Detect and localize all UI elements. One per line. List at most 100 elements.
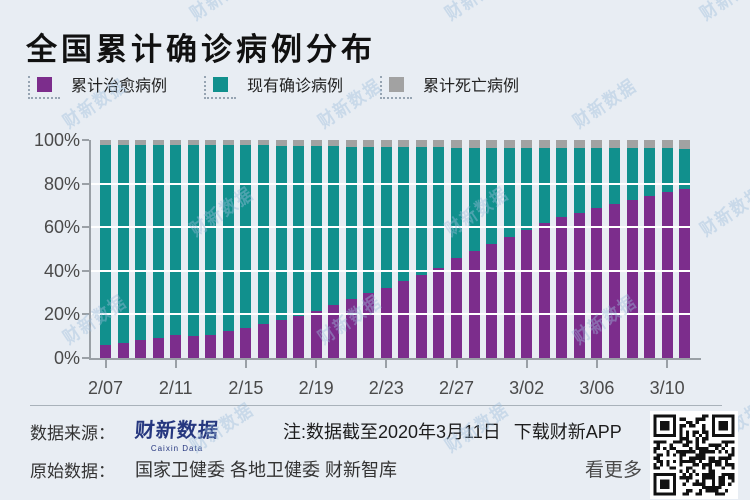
bar-2/11 xyxy=(170,140,182,358)
bar-segment-existing xyxy=(451,147,462,259)
y-axis-label: 20% xyxy=(43,304,80,325)
deaths-color-swatch xyxy=(389,77,405,92)
bar-segment-existing xyxy=(573,148,585,213)
bar-segment-existing xyxy=(275,145,287,321)
raw-data-label: 原始数据： xyxy=(30,462,115,481)
bar-3/02 xyxy=(521,140,533,358)
bar-2/18 xyxy=(293,140,305,358)
bar-segment-deaths xyxy=(257,140,269,146)
x-axis-label: 2/27 xyxy=(438,378,475,398)
bar-segment-cured xyxy=(100,345,111,358)
chart-title: 全国累计确诊病例分布 xyxy=(26,32,376,67)
raw-data-sources: 国家卫健委 各地卫健委 财新智库 xyxy=(135,460,398,480)
bar-segment-deaths xyxy=(415,140,427,148)
bar-segment-deaths xyxy=(486,140,498,148)
legend-corner-decoration xyxy=(204,76,237,99)
bar-3/01 xyxy=(503,140,515,358)
cured-color-swatch xyxy=(37,77,52,92)
bar-3/08 xyxy=(626,140,638,358)
y-axis-label: 100% xyxy=(33,130,80,150)
bar-segment-deaths xyxy=(556,140,568,149)
x-axis-label: 3/06 xyxy=(579,378,615,398)
bar-2/29 xyxy=(486,140,498,358)
bar-segment-deaths xyxy=(644,140,656,149)
bar-segment-cured xyxy=(222,331,234,358)
bar-segment-cured xyxy=(503,236,515,358)
bar-segment-existing xyxy=(556,148,568,217)
x-axis-label: 2/23 xyxy=(368,378,404,398)
x-axis-tick xyxy=(455,360,458,368)
logo-subtext: Caixin Data xyxy=(150,444,204,453)
bar-segment-cured xyxy=(626,199,638,358)
bar-segment-deaths xyxy=(451,140,462,148)
bar-2/25 xyxy=(415,140,427,358)
watermark-text: 财新数据 xyxy=(0,400,3,457)
bar-2/26 xyxy=(433,140,445,358)
bar-segment-deaths xyxy=(380,140,392,148)
bar-2/09 xyxy=(135,140,147,358)
footer-divider xyxy=(30,405,722,406)
bar-2/17 xyxy=(275,140,287,358)
bar-segment-deaths xyxy=(679,140,691,149)
watermark-text: 财新数据 xyxy=(0,0,4,26)
bar-segment-existing xyxy=(591,148,603,209)
bar-segment-existing xyxy=(135,145,147,341)
bar-segment-existing xyxy=(310,146,322,311)
x-axis-label: 3/02 xyxy=(509,378,545,398)
see-more-link: 看更多 xyxy=(585,460,643,481)
bar-2/22 xyxy=(363,140,375,358)
bar-segment-cured xyxy=(415,274,427,358)
bar-segment-cured xyxy=(433,267,445,358)
bar-segment-deaths xyxy=(293,140,305,146)
bar-segment-cured xyxy=(451,258,462,358)
x-axis-label: 2/11 xyxy=(158,378,193,398)
legend-corner-decoration xyxy=(28,76,60,99)
gridline xyxy=(91,269,690,272)
gridline xyxy=(91,226,690,229)
x-axis-tick xyxy=(525,360,528,368)
bar-segment-deaths xyxy=(521,140,533,149)
bar-segment-deaths xyxy=(433,140,445,148)
x-axis-label: 2/15 xyxy=(228,378,264,398)
bar-segment-cured xyxy=(257,324,269,358)
bar-2/12 xyxy=(187,140,199,358)
qr-code xyxy=(650,411,738,499)
y-axis-label: 60% xyxy=(43,217,80,238)
chart-legend: 累计治愈病例 现有确诊病例 累计死亡病例 xyxy=(28,76,519,99)
bar-2/27 xyxy=(451,140,462,358)
watermark-text: 财新数据 xyxy=(693,0,750,26)
watermark-text: 财新数据 xyxy=(438,0,513,26)
bar-segment-cured xyxy=(117,342,129,358)
bar-segment-existing xyxy=(152,145,164,338)
bar-2/14 xyxy=(222,140,234,358)
bar-segment-cured xyxy=(328,305,340,358)
bar-segment-deaths xyxy=(398,140,410,148)
y-axis-line xyxy=(89,140,91,360)
note-text: 注:数据截至2020年3月11日 xyxy=(283,422,501,442)
y-axis-tick xyxy=(82,357,89,359)
existing-color-swatch xyxy=(213,77,229,92)
y-axis-label: 80% xyxy=(43,173,80,194)
x-axis-label: 3/10 xyxy=(649,378,685,398)
y-axis-tick xyxy=(82,313,89,316)
bar-segment-existing xyxy=(170,145,182,335)
bar-segment-cured xyxy=(293,315,305,358)
bar-segment-cured xyxy=(152,337,164,358)
legend-label-deaths: 累计死亡病例 xyxy=(423,78,520,95)
stacked-bar-plot-area: 0% 20% 40% 60% 80% 100% 2/07 2/11 2/15 2/19 2/23 2… xyxy=(34,130,701,398)
watermark-text: 财新数据 xyxy=(697,184,750,241)
data-source-label: 数据来源： xyxy=(30,424,115,443)
gridline xyxy=(91,182,690,185)
bar-segment-existing xyxy=(117,144,129,343)
x-axis-tick xyxy=(104,360,107,368)
bar-segment-cured xyxy=(591,208,603,358)
bar-segment-cured xyxy=(679,188,691,358)
bar-segment-deaths xyxy=(170,140,182,146)
bar-segment-cured xyxy=(644,196,656,358)
legend-item-deaths: 累计死亡病例 xyxy=(380,76,519,99)
bar-segment-deaths xyxy=(503,140,515,149)
bar-segment-existing xyxy=(187,145,199,337)
bar-3/10 xyxy=(661,140,673,358)
bar-3/09 xyxy=(644,140,656,358)
